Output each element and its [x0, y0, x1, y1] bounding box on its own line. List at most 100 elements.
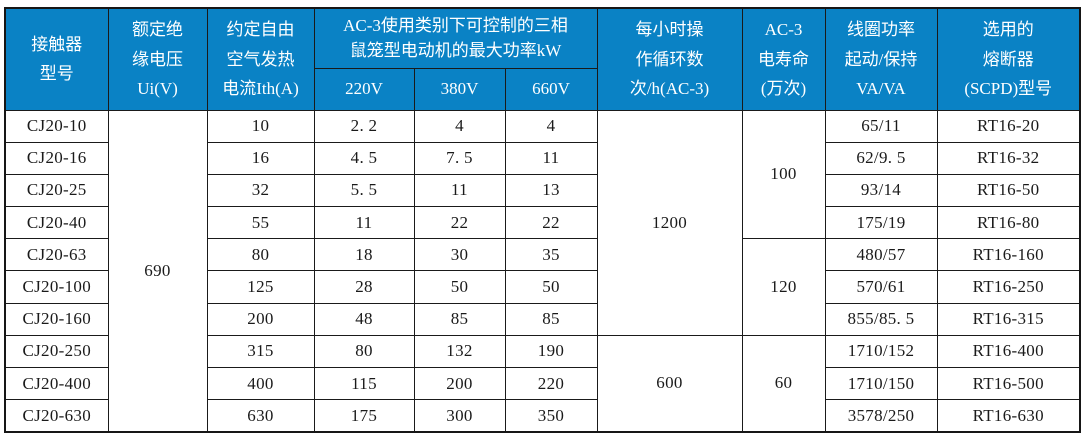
- cell-kw660: 11: [504, 141, 598, 175]
- cell-kw220: 28: [313, 270, 415, 304]
- cell-kw380: 85: [413, 302, 506, 336]
- cell-kw380: 22: [413, 206, 506, 240]
- col-header-380v: 380V: [413, 67, 506, 111]
- cell-kw660: 35: [504, 238, 598, 272]
- header-row-2: 220V 380V 660V: [5, 67, 1080, 111]
- cell-coil: 93/14: [824, 173, 938, 208]
- cell-kw220: 5. 5: [313, 173, 415, 208]
- cell-ith: 16: [206, 141, 315, 175]
- cell-ith: 32: [206, 173, 315, 208]
- cell-kw380: 132: [413, 334, 506, 369]
- table-row: CJ20-250 315 80 132 190 600 60 1710/152 …: [4, 334, 1081, 433]
- cell-model: CJ20-160: [4, 302, 109, 336]
- cell-fuse: RT16-630: [936, 399, 1081, 433]
- cell-kw380: 200: [413, 366, 506, 401]
- cell-kw220: 175: [313, 399, 415, 433]
- cell-kw220: 48: [313, 302, 415, 336]
- cell-fuse: RT16-80: [936, 206, 1081, 240]
- cell-life-merged: 60: [741, 334, 826, 433]
- table-row: CJ20-100 125 28 50 50 570/61 RT16-250: [4, 270, 1081, 304]
- cell-coil: 65/11: [824, 109, 938, 143]
- cell-kw380: 50: [413, 270, 506, 304]
- cell-coil: 175/19: [824, 206, 938, 240]
- cell-ith: 630: [206, 399, 315, 433]
- cell-coil: 3578/250: [824, 399, 938, 433]
- cell-ith: 400: [206, 366, 315, 401]
- table-row: CJ20-16 16 4. 5 7. 5 11 62/9. 5 RT16-32: [4, 141, 1081, 175]
- cell-ith: 200: [206, 302, 315, 336]
- cell-fuse: RT16-32: [936, 141, 1081, 175]
- cell-kw220: 4. 5: [313, 141, 415, 175]
- cell-kw660: 50: [504, 270, 598, 304]
- table-row: CJ20-10 690 10 2. 2 4 4 1200 100 65/11 R…: [4, 109, 1081, 433]
- header-row-1: 接触器 型号 额定绝 缘电压 Ui(V) 约定自由 空气发热 电流Ith(A) …: [4, 7, 1081, 111]
- cell-coil: 1710/152: [824, 334, 938, 369]
- cell-kw380: 30: [413, 238, 506, 272]
- col-header-ui: 额定绝 缘电压 Ui(V): [107, 7, 208, 111]
- cell-kw380: 4: [413, 109, 506, 143]
- cell-fuse: RT16-20: [936, 109, 1081, 143]
- cell-kw660: 4: [504, 109, 598, 143]
- cell-model: CJ20-250: [4, 334, 109, 369]
- cell-fuse: RT16-160: [936, 238, 1081, 272]
- col-header-660v: 660V: [504, 67, 598, 111]
- cell-model: CJ20-16: [4, 141, 109, 175]
- cell-coil: 855/85. 5: [824, 302, 938, 336]
- cell-fuse: RT16-250: [936, 270, 1081, 304]
- cell-fuse: RT16-315: [936, 302, 1081, 336]
- cell-fuse: RT16-500: [936, 366, 1081, 401]
- cell-kw660: 350: [504, 399, 598, 433]
- cell-kw380: 7. 5: [413, 141, 506, 175]
- table-row: CJ20-630 630 175 300 350 3578/250 RT16-6…: [4, 399, 1081, 433]
- cell-coil: 480/57: [824, 238, 938, 272]
- contactor-spec-table: 接触器 型号 额定绝 缘电压 Ui(V) 约定自由 空气发热 电流Ith(A) …: [4, 7, 1081, 433]
- cell-model: CJ20-630: [4, 399, 109, 433]
- cell-ith: 10: [206, 109, 315, 143]
- cell-model: CJ20-63: [4, 238, 109, 272]
- cell-ith: 55: [206, 206, 315, 240]
- cell-kw220: 11: [313, 206, 415, 240]
- col-header-ith: 约定自由 空气发热 电流Ith(A): [206, 7, 315, 111]
- cell-kw220: 18: [313, 238, 415, 272]
- cell-coil: 1710/150: [824, 366, 938, 401]
- cell-kw660: 13: [504, 173, 598, 208]
- col-header-220v: 220V: [313, 67, 415, 111]
- cell-life-merged: 100: [741, 109, 826, 240]
- cell-fuse: RT16-400: [936, 334, 1081, 369]
- cell-kw220: 2. 2: [313, 109, 415, 143]
- table-row: CJ20-160 200 48 85 85 855/85. 5 RT16-315: [4, 302, 1081, 336]
- cell-model: CJ20-25: [4, 173, 109, 208]
- cell-model: CJ20-400: [4, 366, 109, 401]
- cell-ith: 125: [206, 270, 315, 304]
- cell-kw660: 85: [504, 302, 598, 336]
- cell-model: CJ20-40: [4, 206, 109, 240]
- cell-fuse: RT16-50: [936, 173, 1081, 208]
- table-row: CJ20-25 32 5. 5 11 13 93/14 RT16-50: [4, 173, 1081, 208]
- col-header-ac3-group: AC-3使用类别下可控制的三相 鼠笼型电动机的最大功率kW: [313, 7, 598, 69]
- cell-kw380: 300: [413, 399, 506, 433]
- cell-model: CJ20-100: [4, 270, 109, 304]
- cell-coil: 62/9. 5: [824, 141, 938, 175]
- col-header-cycles: 每小时操 作循环数 次/h(AC-3): [596, 7, 743, 111]
- table-row: CJ20-400 400 115 200 220 1710/150 RT16-5…: [4, 366, 1081, 401]
- col-header-coil: 线圈功率 起动/保持 VA/VA: [824, 7, 938, 111]
- col-header-model: 接触器 型号: [4, 7, 109, 111]
- cell-kw660: 220: [504, 366, 598, 401]
- table-row: CJ20-40 55 11 22 22 175/19 RT16-80: [4, 206, 1081, 240]
- cell-kw660: 190: [504, 334, 598, 369]
- cell-cycles-merged: 1200: [596, 109, 743, 336]
- cell-kw220: 80: [313, 334, 415, 369]
- col-header-life: AC-3 电寿命 (万次): [741, 7, 826, 111]
- cell-ui-merged: 690: [107, 109, 208, 433]
- col-header-fuse: 选用的 熔断器 (SCPD)型号: [936, 7, 1081, 111]
- cell-kw220: 115: [313, 366, 415, 401]
- table-row: CJ20-63 80 18 30 35 120 480/57 RT16-160: [4, 238, 1081, 336]
- cell-ith: 80: [206, 238, 315, 272]
- cell-coil: 570/61: [824, 270, 938, 304]
- cell-ith: 315: [206, 334, 315, 369]
- cell-cycles-merged: 600: [596, 334, 743, 433]
- cell-kw660: 22: [504, 206, 598, 240]
- cell-kw380: 11: [413, 173, 506, 208]
- cell-model: CJ20-10: [4, 109, 109, 143]
